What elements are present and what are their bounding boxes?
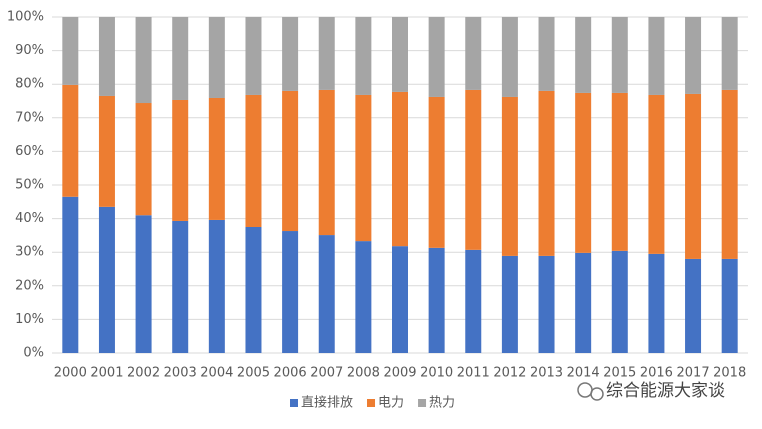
y-tick-label: 90% [15, 43, 44, 58]
bar-segment [318, 89, 335, 236]
bar-segment [172, 99, 189, 221]
bar-segment [135, 215, 152, 353]
y-tick-label: 60% [15, 144, 44, 159]
x-tick-label: 2004 [200, 366, 233, 381]
x-tick-label: 2013 [530, 366, 563, 381]
x-tick-label: 2011 [457, 366, 490, 381]
bar-segment [282, 231, 299, 353]
bar-segment [538, 255, 555, 353]
bar-segment [98, 95, 115, 207]
y-tick-label: 30% [15, 245, 44, 260]
bar-segment [721, 17, 738, 90]
bar-segment [685, 93, 702, 259]
y-tick-label: 50% [15, 178, 44, 193]
bar-segment [465, 17, 482, 90]
bar-segment [685, 17, 702, 94]
x-tick-label: 2005 [237, 366, 270, 381]
x-tick-label: 2001 [90, 366, 123, 381]
legend-label: 热力 [429, 396, 455, 411]
bar-segment [648, 253, 665, 353]
x-tick-label: 2008 [347, 366, 380, 381]
bar-segment [355, 17, 372, 95]
bar-segment [428, 247, 445, 353]
x-tick-label: 2018 [713, 366, 746, 381]
bar-segment [721, 258, 738, 353]
bar-segment [575, 252, 592, 353]
bar-segment [62, 84, 79, 197]
bar-segment [392, 17, 408, 92]
bar-segment [392, 91, 408, 247]
bar-segment [538, 90, 555, 256]
x-tick-label: 2016 [640, 366, 673, 381]
bar-segment [428, 96, 445, 248]
bar-segment [318, 235, 335, 353]
y-tick-label: 0% [23, 346, 44, 361]
bar-segment [62, 196, 79, 353]
bar-segment [465, 249, 482, 353]
x-tick-label: 2002 [127, 366, 160, 381]
bar-segment [98, 17, 115, 96]
bar-segment [318, 17, 335, 90]
legend-swatch [418, 399, 427, 407]
bar-segment [501, 17, 518, 97]
bar-segment [648, 94, 665, 254]
bar-segment [501, 255, 518, 353]
bar-segment [135, 103, 152, 216]
y-tick-label: 80% [15, 77, 44, 92]
legend-label: 电力 [378, 396, 404, 411]
watermark: 综合能源大家谈 [606, 381, 725, 401]
y-tick-label: 10% [15, 312, 44, 327]
bar-segment [245, 94, 262, 228]
x-tick-label: 2009 [383, 366, 416, 381]
bar-segment [538, 17, 555, 91]
bar-segment [208, 97, 225, 220]
bar-segment [98, 206, 115, 353]
x-tick-label: 2007 [310, 366, 343, 381]
bar-segment [282, 90, 299, 232]
bar-segment [685, 258, 702, 353]
bar-segment [135, 17, 152, 104]
bar-segment [392, 246, 408, 353]
bar-segment [208, 17, 225, 98]
bar-segment [245, 227, 262, 353]
bar-segment [172, 220, 189, 353]
bar-segment [208, 219, 225, 353]
bar-segment [428, 17, 445, 97]
x-tick-label: 2015 [603, 366, 636, 381]
x-tick-label: 2006 [274, 366, 307, 381]
bar-segment [648, 17, 665, 95]
y-tick-label: 100% [7, 10, 44, 25]
bar-segment [465, 89, 482, 250]
x-tick-label: 2014 [567, 366, 600, 381]
y-tick-label: 40% [15, 211, 44, 226]
bar-segment [172, 17, 189, 100]
bar-segment [721, 89, 738, 259]
y-tick-label: 20% [15, 278, 44, 293]
legend-swatch [290, 399, 298, 407]
bar-segment [611, 250, 628, 353]
bar-segment [245, 17, 262, 95]
bar-segment [575, 92, 592, 253]
x-tick-label: 2017 [677, 366, 710, 381]
bar-segment [355, 94, 372, 242]
bar-segment [355, 241, 372, 353]
legend-swatch [367, 399, 376, 407]
x-tick-label: 2000 [54, 366, 87, 381]
x-tick-label: 2003 [164, 366, 197, 381]
x-tick-label: 2010 [420, 366, 453, 381]
watermark-icon [577, 382, 604, 401]
bar-segment [611, 92, 628, 251]
y-tick-label: 70% [15, 110, 44, 125]
x-tick-label: 2012 [493, 366, 526, 381]
bar-segment [611, 17, 628, 93]
bar-segment [501, 96, 518, 256]
legend-label: 直接排放 [301, 395, 353, 411]
bar-segment [62, 17, 79, 85]
bar-segment [575, 17, 592, 93]
bar-segment [282, 17, 299, 91]
